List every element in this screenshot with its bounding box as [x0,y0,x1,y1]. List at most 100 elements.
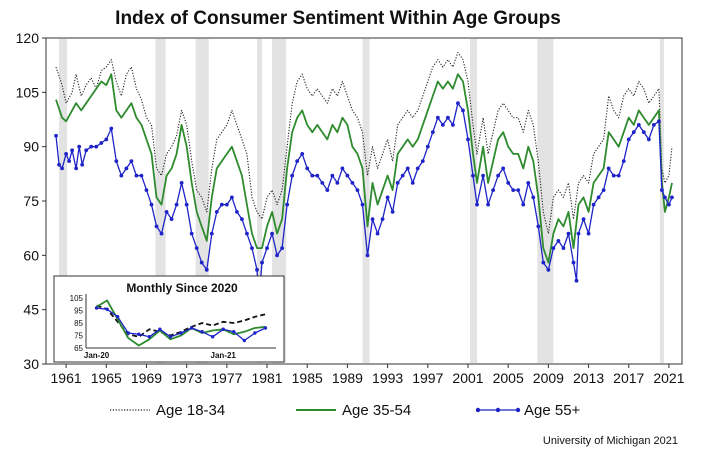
series-line-age-55 [55,102,673,300]
data-point [235,209,239,214]
inset-data-point [115,315,120,319]
data-point [124,166,129,171]
data-point [591,202,596,207]
data-point [670,195,674,200]
data-point [184,202,189,207]
x-tick-label: 1997 [412,370,443,386]
x-tick-label: 1965 [91,370,122,386]
x-tick-label: 1961 [51,370,82,386]
recession-band [659,39,664,363]
data-point [199,260,204,265]
data-point [576,231,581,236]
data-point [159,231,164,236]
y-tick-label: 90 [23,139,39,155]
data-point [461,108,465,113]
data-point [646,137,651,142]
data-point [139,173,144,178]
data-point [320,180,325,185]
legend-label-age-18-34: Age 18-34 [156,402,225,419]
inset-y-tick-label: 95 [74,307,83,316]
x-tick-label: 1993 [372,370,403,386]
data-point [54,133,58,138]
data-point [189,231,194,236]
data-point [209,231,214,236]
data-point [405,166,410,171]
y-tick-label: 60 [23,247,39,263]
data-point [636,123,641,127]
data-point [466,137,470,142]
data-point [571,260,576,265]
series-layer [54,51,674,301]
data-point [255,267,259,272]
chart-title: Index of Consumer Sentiment Within Age G… [115,8,561,29]
data-point [375,231,380,236]
inset-chart: Monthly Since 2020 65 75 85 95 105 Jan-20 Jan-… [53,275,285,363]
data-point [663,195,667,200]
source-credit: University of Michigan 2021 [543,435,678,447]
inset-y-tick-label: 85 [74,319,83,328]
data-point [179,180,184,185]
data-point [174,202,179,207]
data-point [300,152,305,156]
data-point [305,166,310,171]
data-point [270,231,274,236]
data-point [556,238,561,243]
data-point [129,159,134,164]
data-point [265,246,269,250]
recession-band [155,39,166,363]
data-point [531,195,536,200]
recession-band [256,39,263,363]
data-point [491,188,496,193]
data-point [77,144,82,149]
data-point [496,173,501,178]
data-point [611,173,616,178]
data-point [541,260,546,265]
data-point [456,101,460,106]
data-point [194,246,199,250]
data-point [621,159,626,164]
data-point [486,202,490,207]
legend-label-age-55: Age 55+ [524,402,581,419]
x-tick-label: 2021 [653,370,684,386]
data-point [430,130,435,135]
data-point [415,166,420,171]
data-point [154,224,159,229]
data-point [471,173,475,178]
inset-data-point [253,331,257,335]
data-point [365,253,370,258]
series-line-age-35-54 [55,73,673,264]
data-point [355,188,360,193]
data-point [660,188,664,193]
data-point [149,202,154,207]
data-point [390,209,395,214]
data-point [280,246,285,250]
data-point [290,173,295,178]
data-point [606,166,611,171]
x-tick-label: 2001 [452,370,483,386]
data-point [566,231,571,236]
inset-x-tick-label: Jan-20 [84,351,110,360]
inset-data-point [158,327,162,331]
data-point [656,119,661,124]
data-point [219,202,224,207]
inset-data-point [126,331,130,335]
recession-band [537,39,554,363]
x-tick-label: 2013 [573,370,604,386]
legend-marker [475,407,481,413]
inset-data-point [200,330,204,334]
data-point [260,260,264,265]
y-axis: 30 45 60 75 90 105 120 [16,30,46,372]
y-tick-label: 105 [16,84,40,100]
y-tick-label: 75 [23,193,39,209]
data-point [60,166,64,171]
inset-data-point [168,335,173,339]
x-tick-label: 1989 [332,370,363,386]
y-tick-label: 120 [16,30,40,46]
data-point [395,180,400,185]
data-point [445,115,450,120]
data-point [164,209,169,214]
data-point [385,195,390,200]
inset-y-tick-label: 75 [74,332,83,341]
data-point [275,253,279,258]
